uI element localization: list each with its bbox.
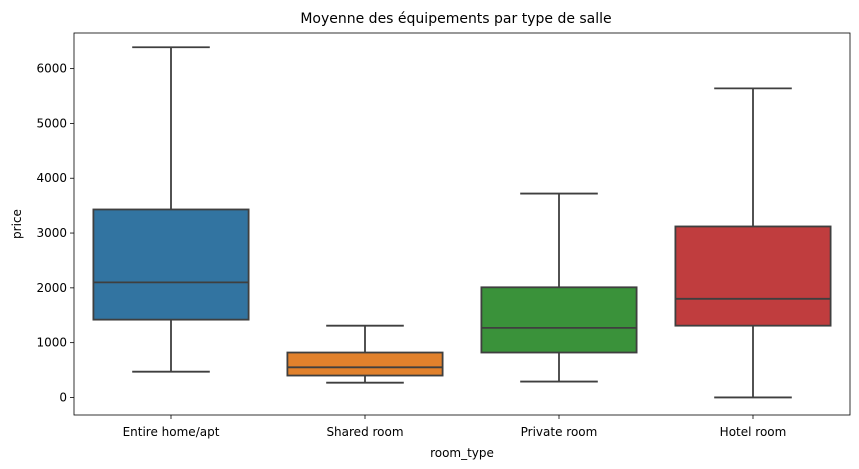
y-axis-title: price: [10, 209, 24, 239]
iqr-box: [286, 351, 444, 377]
y-tick-label: 0: [59, 390, 67, 404]
x-tick-label: Shared room: [326, 425, 403, 439]
iqr-box: [92, 208, 250, 321]
y-tick-label: 6000: [36, 62, 67, 76]
y-tick-label: 5000: [36, 116, 67, 130]
box-group: [480, 192, 638, 383]
plot-area: [92, 46, 832, 399]
y-tick-label: 4000: [36, 171, 67, 185]
x-axis-title: room_type: [430, 446, 494, 460]
chart-title: Moyenne des équipements par type de sall…: [300, 11, 611, 27]
plot-frame: [73, 32, 851, 416]
x-tick-label: Private room: [521, 425, 598, 439]
y-tick-label: 2000: [36, 281, 67, 295]
y-tick-label: 1000: [36, 336, 67, 350]
iqr-box: [674, 225, 832, 327]
x-tick-label: Entire home/apt: [123, 425, 220, 439]
box-group: [92, 46, 250, 373]
x-axis: Entire home/apt Shared room Private room Ho…: [123, 415, 787, 439]
y-tick-label: 3000: [36, 226, 67, 240]
box-group: [286, 324, 444, 384]
x-tick-label: Hotel room: [720, 425, 787, 439]
box-group: [674, 87, 832, 399]
iqr-box: [480, 286, 638, 354]
y-axis: 0 1000 2000 3000 4000 5000 6000: [36, 62, 74, 404]
